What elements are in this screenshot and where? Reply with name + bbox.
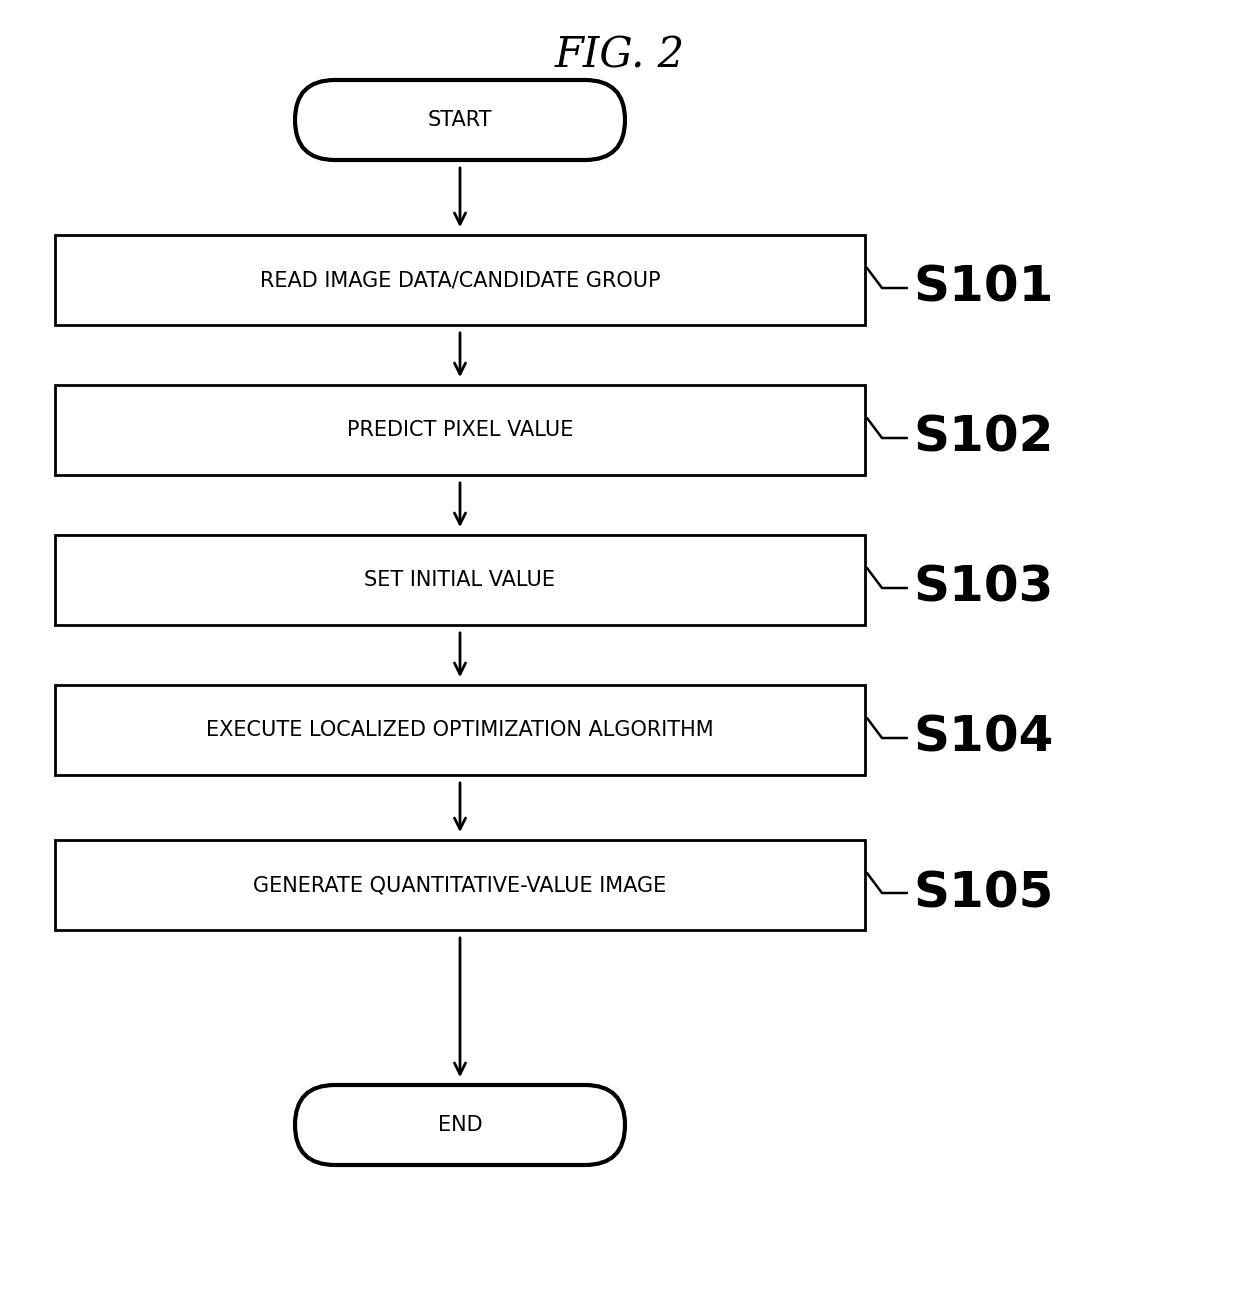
FancyBboxPatch shape bbox=[55, 840, 866, 930]
Text: EXECUTE LOCALIZED OPTIMIZATION ALGORITHM: EXECUTE LOCALIZED OPTIMIZATION ALGORITHM bbox=[206, 720, 714, 740]
Text: S101: S101 bbox=[913, 264, 1054, 312]
FancyBboxPatch shape bbox=[295, 1086, 625, 1165]
FancyBboxPatch shape bbox=[55, 536, 866, 625]
Text: END: END bbox=[438, 1115, 482, 1135]
FancyBboxPatch shape bbox=[295, 81, 625, 160]
Text: SET INITIAL VALUE: SET INITIAL VALUE bbox=[365, 569, 556, 590]
Text: S105: S105 bbox=[913, 868, 1053, 916]
Text: GENERATE QUANTITATIVE-VALUE IMAGE: GENERATE QUANTITATIVE-VALUE IMAGE bbox=[253, 875, 667, 894]
Text: START: START bbox=[428, 111, 492, 130]
Text: S104: S104 bbox=[913, 714, 1053, 762]
Text: FIG. 2: FIG. 2 bbox=[556, 34, 684, 75]
Text: PREDICT PIXEL VALUE: PREDICT PIXEL VALUE bbox=[347, 420, 573, 439]
Text: READ IMAGE DATA/CANDIDATE GROUP: READ IMAGE DATA/CANDIDATE GROUP bbox=[259, 270, 661, 290]
Text: S102: S102 bbox=[913, 413, 1054, 462]
FancyBboxPatch shape bbox=[55, 685, 866, 775]
FancyBboxPatch shape bbox=[55, 385, 866, 474]
Text: S103: S103 bbox=[913, 564, 1053, 612]
FancyBboxPatch shape bbox=[55, 235, 866, 325]
